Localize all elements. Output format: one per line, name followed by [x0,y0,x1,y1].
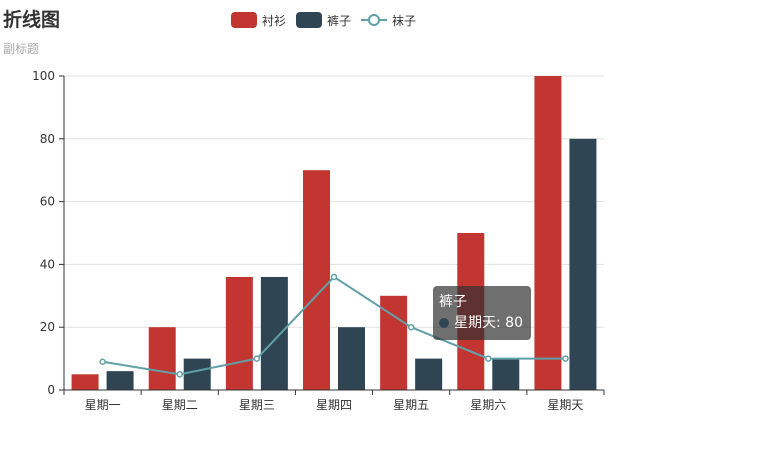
tooltip-value: 星期天: 80 [454,315,523,331]
bar-shirt [71,374,99,390]
bar-pants [415,358,443,390]
y-tick-label: 80 [40,132,55,146]
point-socks [176,371,183,378]
legend-label-socks: 袜子 [392,13,417,28]
bar-shirt [148,327,176,390]
legend-label-pants: 裤子 [327,13,352,28]
chart-subtitle: 副标题 [3,42,40,56]
legend-item-socks[interactable]: 袜子 [361,12,416,29]
x-tick-label: 星期四 [316,398,352,412]
legend-swatch-pants [296,12,323,28]
bar-shirt [303,170,330,390]
legend-label-shirt: 衬衫 [262,13,287,28]
bar-pants [492,358,520,390]
bar-shirt [534,76,562,390]
x-tick-label: 星期五 [393,398,429,412]
chart-title: 折线图 [3,9,61,31]
legend-swatch-shirt [231,12,257,28]
legend-swatch-socks [361,14,388,26]
point-socks [99,358,106,365]
bar-pants [183,358,211,390]
tooltip-row: 星期天: 80 [439,313,523,334]
legend-item-pants[interactable]: 裤子 [296,12,351,29]
x-tick-label: 星期一 [85,398,121,412]
x-tick-label: 星期二 [162,398,198,412]
chart-legend: 衬衫 裤子 袜子 [231,11,426,29]
point-socks [330,273,338,281]
point-socks [485,355,492,362]
tooltip-series-name: 裤子 [439,294,467,310]
y-tick-label: 40 [40,257,55,271]
y-tick-label: 60 [40,195,55,209]
x-tick-label: 星期天 [547,398,583,412]
bar-pants [260,276,288,390]
bar-pants [338,327,365,390]
point-socks [407,323,415,331]
y-tick-label: 0 [47,383,55,397]
bar-shirt [225,276,253,390]
point-socks [562,355,569,362]
x-tick-label: 星期六 [470,398,506,412]
y-tick-label: 20 [40,320,55,334]
point-socks [253,355,261,362]
x-tick-label: 星期三 [239,398,275,412]
y-tick-label: 100 [32,69,55,83]
bar-shirt [380,295,408,390]
bar-pants [106,371,134,390]
tooltip: 裤子 星期天: 80 [433,286,531,340]
bar-pants [569,138,597,390]
legend-item-shirt[interactable]: 衬衫 [231,12,286,29]
tooltip-dot-icon [439,318,449,328]
